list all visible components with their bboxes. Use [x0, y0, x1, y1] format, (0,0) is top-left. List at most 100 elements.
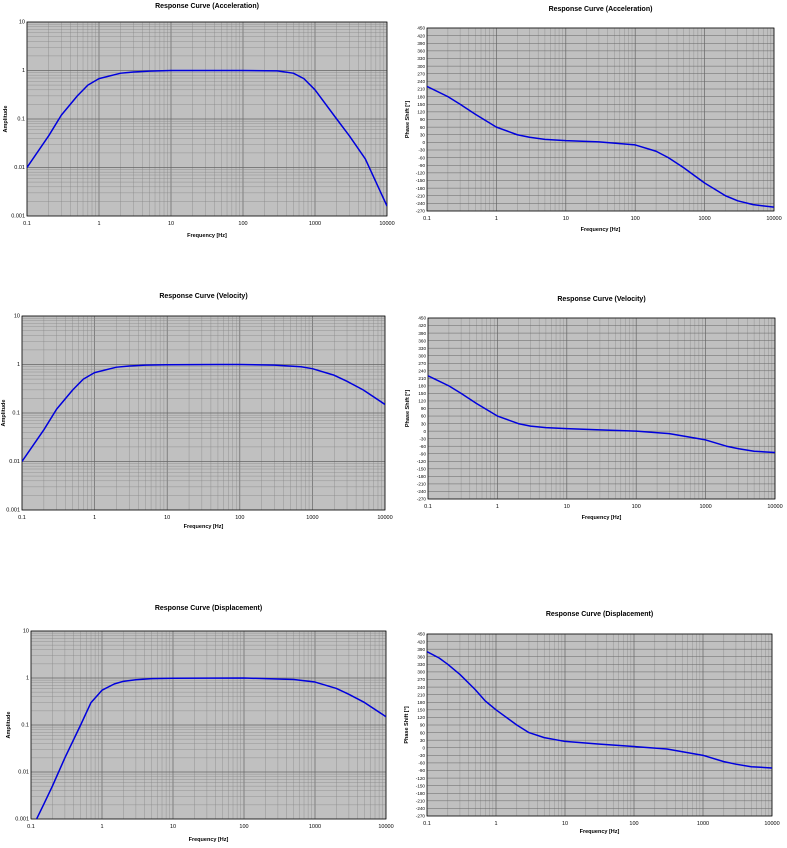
y-tick-label: 90 [420, 117, 426, 122]
chart-acceleration-amplitude: 0.1 1 10 100 1000 10000 10 1 0.1 0.01 0.001 Respons… [0, 0, 395, 245]
x-tick-label: 10 [168, 221, 174, 227]
x-tick-label: 10000 [377, 515, 392, 521]
y-tick-label: 1 [26, 676, 29, 682]
y-tick-label: -120 [417, 459, 427, 464]
y-tick-label: 150 [418, 391, 426, 396]
y-tick-label: 300 [418, 353, 426, 358]
y-tick-label: 210 [418, 376, 426, 381]
chart-velocity-phase: 0.1 1 10 100 1000 10000 450 420 390 360 330 300 270 2… [395, 288, 787, 533]
x-tick-label: 100 [235, 515, 244, 521]
y-tick-label: -270 [416, 814, 426, 819]
x-tick-label: 1000 [698, 216, 710, 222]
grid [21, 316, 385, 511]
x-tick-label: 0.1 [23, 221, 31, 227]
y-tick-label: 0.01 [14, 165, 25, 171]
y-tick-label: 420 [417, 639, 425, 644]
y-tick-label: 120 [417, 110, 425, 115]
y-tick-label: -60 [418, 761, 425, 766]
chart-acceleration-phase: 0.1 1 10 100 1000 10000 450 420 390 360 330 300 270 2… [395, 0, 787, 245]
grid [30, 631, 386, 820]
y-tick-label: 60 [420, 730, 426, 735]
chart-svg: 0.1 1 10 100 1000 10000 10 1 0.1 0.01 0.001 Respons… [1, 293, 393, 530]
x-axis-label: Frequency [Hz] [582, 515, 622, 521]
y-tick-label: 0 [422, 140, 425, 145]
series-line [428, 375, 775, 454]
y-tick-label: 10 [19, 20, 25, 26]
x-tick-label: 10 [170, 824, 176, 830]
y-tick-label: 390 [417, 41, 425, 46]
y-tick-label: 270 [418, 361, 426, 366]
x-tick-label: 10000 [378, 824, 393, 830]
y-tick-label: 60 [421, 414, 427, 419]
y-tick-label: 180 [417, 700, 425, 705]
y-tick-label: 240 [417, 685, 425, 690]
x-tick-label: 1000 [699, 504, 711, 510]
y-tick-label: -90 [419, 451, 426, 456]
y-tick-label: -180 [417, 474, 427, 479]
y-tick-label: 0.01 [9, 459, 20, 465]
y-tick-label: 90 [420, 723, 426, 728]
chart-title: Response Curve (Acceleration) [549, 6, 653, 13]
x-tick-label: 0.1 [27, 824, 35, 830]
x-tick-label: 10000 [379, 221, 394, 227]
y-tick-label: 450 [417, 26, 425, 31]
y-tick-label: -180 [416, 791, 426, 796]
x-tick-label: 10000 [766, 216, 781, 222]
x-tick-label: 0.1 [423, 216, 431, 222]
y-tick-label: -30 [418, 148, 425, 153]
y-tick-label: -180 [416, 186, 426, 191]
y-tick-label: 0.01 [18, 770, 29, 776]
series-line [35, 677, 386, 819]
x-tick-label: 1 [494, 821, 497, 827]
x-tick-label: 100 [238, 221, 247, 227]
x-tick-label: 100 [239, 824, 248, 830]
y-tick-label: -90 [418, 768, 425, 773]
y-tick-label: 210 [417, 87, 425, 92]
x-tick-label: 1 [93, 515, 96, 521]
y-axis-label: Amplitude [6, 712, 12, 739]
y-tick-label: 240 [418, 368, 426, 373]
y-tick-label: 30 [420, 132, 426, 137]
series-line [27, 69, 387, 207]
x-tick-label: 100 [629, 821, 638, 827]
y-tick-label: 270 [417, 71, 425, 76]
y-tick-label: -240 [416, 201, 426, 206]
y-tick-label: 90 [421, 406, 427, 411]
chart-velocity-amplitude: 0.1 1 10 100 1000 10000 10 1 0.1 0.01 0.001 Respons… [0, 288, 395, 533]
y-tick-label: 60 [420, 125, 426, 130]
y-tick-label: 0 [423, 429, 426, 434]
y-tick-label: -210 [416, 799, 426, 804]
y-tick-label: 360 [417, 49, 425, 54]
x-tick-label: 100 [631, 216, 640, 222]
series-line [427, 651, 772, 769]
x-axis-label: Frequency [Hz] [581, 227, 621, 233]
y-tick-label: 180 [418, 384, 426, 389]
y-tick-label: 450 [417, 632, 425, 637]
y-tick-label: 420 [418, 323, 426, 328]
y-tick-label: 0.001 [11, 214, 25, 220]
y-tick-label: -270 [417, 497, 427, 502]
chart-svg: 0.1 1 10 100 1000 10000 10 1 0.1 0.01 0.001 Respons… [3, 3, 395, 239]
x-tick-label: 1000 [309, 221, 321, 227]
y-tick-label: 240 [417, 79, 425, 84]
y-tick-label: 300 [417, 64, 425, 69]
y-tick-label: 1 [17, 362, 20, 368]
y-tick-label: 150 [417, 102, 425, 107]
x-tick-label: 10 [564, 504, 570, 510]
x-tick-label: 10000 [767, 504, 782, 510]
series-line [427, 85, 774, 208]
y-tick-label: 10 [23, 629, 29, 635]
x-axis-label: Frequency [Hz] [580, 829, 620, 835]
chart-title: Response Curve (Displacement) [155, 605, 262, 612]
y-tick-label: -150 [417, 467, 427, 472]
y-tick-label: 30 [420, 738, 426, 743]
y-tick-label: -90 [418, 163, 425, 168]
y-tick-label: 120 [417, 715, 425, 720]
x-tick-label: 1 [495, 216, 498, 222]
y-tick-label: 330 [417, 662, 425, 667]
y-tick-label: 360 [418, 338, 426, 343]
x-tick-label: 0.1 [423, 821, 431, 827]
y-tick-label: 390 [417, 647, 425, 652]
grid [427, 317, 775, 500]
y-tick-label: 330 [417, 56, 425, 61]
